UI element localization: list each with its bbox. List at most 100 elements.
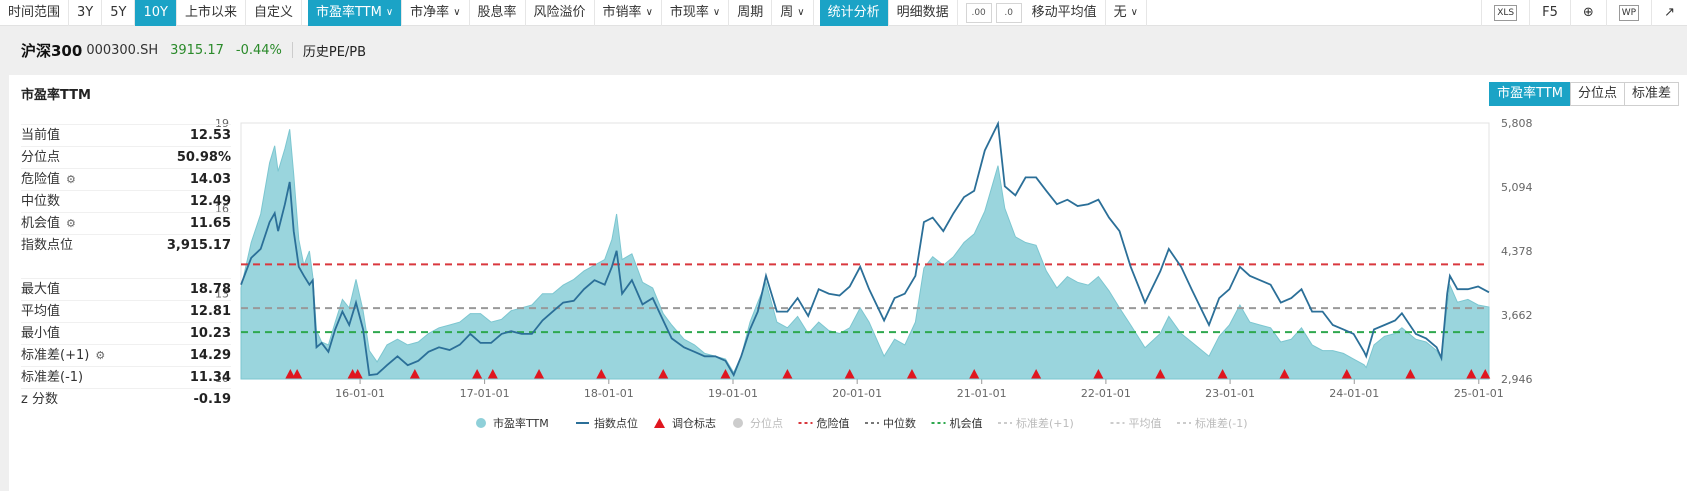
refresh-f5-icon[interactable]: F5 xyxy=(1529,0,1570,26)
stat-label: 机会值 ⚙ xyxy=(21,213,76,234)
wp-export-icon[interactable]: WP xyxy=(1605,0,1651,26)
moving-avg-text: 移动平均值 xyxy=(1031,4,1097,20)
y-left-tick: 19 xyxy=(215,117,229,130)
toolbar-item-4[interactable]: 上市以来 xyxy=(177,0,246,26)
x-tick-label: 24-01-01 xyxy=(1329,387,1379,400)
stat-label-text: 中位数 xyxy=(21,193,61,209)
mode-button-0[interactable]: 市盈率TTM xyxy=(1489,82,1571,106)
toolbar-item-7[interactable]: 市净率 ∨ xyxy=(402,0,470,26)
analysis-panel: 10 13 16 19 2,946 3,662 4,378 5,094 5,808 16-01-0… xyxy=(9,75,1687,491)
legend-label: 平均值 xyxy=(1129,417,1162,430)
chevron-down-icon: ∨ xyxy=(797,6,805,18)
rebalance-marker xyxy=(844,369,855,379)
legend-item-0[interactable]: 市盈率TTM xyxy=(476,416,549,430)
legend-label: 机会值 xyxy=(950,416,983,430)
gear-icon[interactable]: ⚙ xyxy=(95,348,106,362)
toolbar-item-3[interactable]: 10Y xyxy=(135,0,177,26)
legend-item-8[interactable]: 平均值 xyxy=(1110,417,1162,430)
stat-value: 12.81 xyxy=(189,304,231,319)
stat-label-text: z 分数 xyxy=(21,391,58,407)
toolbar-item-label: 统计分析 xyxy=(827,4,880,20)
stat-row: 指数点位 3,915.17 xyxy=(21,234,231,256)
index-code: 000300.SH xyxy=(86,42,159,58)
stat-row: z 分数 -0.19 xyxy=(21,388,231,410)
legend-triangle-icon xyxy=(654,418,665,428)
x-tick-label: 17-01-01 xyxy=(460,387,510,400)
stat-value: 12.49 xyxy=(189,194,231,209)
x-tick-label: 19-01-01 xyxy=(708,387,758,400)
stat-label: 危险值 ⚙ xyxy=(21,169,76,190)
rebalance-marker xyxy=(1341,369,1352,379)
toolbar-item-label: 市现率 xyxy=(669,4,709,20)
rebalance-marker xyxy=(472,369,483,379)
x-tick-label: 16-01-01 xyxy=(335,387,385,400)
mode-button-2[interactable]: 标准差 xyxy=(1623,82,1679,106)
right-tool-label: XLS xyxy=(1494,5,1518,21)
toolbar-item-14[interactable]: 统计分析 xyxy=(819,0,889,26)
stat-row: 中位数 12.49 xyxy=(21,190,231,212)
stat-label: 标准差(+1) ⚙ xyxy=(21,345,105,366)
toolbar-item-13[interactable]: 周 ∨ xyxy=(772,0,814,26)
gear-icon[interactable]: ⚙ xyxy=(66,172,76,186)
toolbar-item-5[interactable]: 自定义 xyxy=(246,0,302,26)
export-xls-icon[interactable]: XLS xyxy=(1481,0,1529,26)
toolbar-item-1[interactable]: 3Y xyxy=(69,0,103,26)
add-icon[interactable]: ⊕ xyxy=(1569,0,1606,26)
stat-label-text: 最小值 xyxy=(21,325,61,341)
stat-label: 分位点 xyxy=(21,147,60,168)
toolbar-item-10[interactable]: 市销率 ∨ xyxy=(595,0,662,26)
toolbar-item-label: 5Y xyxy=(110,4,127,20)
toolbar-item-15[interactable]: 明细数据 xyxy=(889,0,958,26)
legend-item-6[interactable]: 机会值 xyxy=(931,416,983,430)
chevron-down-icon: ∨ xyxy=(453,6,461,18)
toolbar-item-11[interactable]: 市现率 ∨ xyxy=(662,0,730,26)
toolbar-item-9[interactable]: 风险溢价 xyxy=(526,0,595,26)
y-right-tick: 5,808 xyxy=(1501,117,1533,130)
legend-item-2[interactable]: 调仓标志 xyxy=(654,416,716,430)
stat-row: 分位点 50.98% xyxy=(21,146,231,168)
stat-label: 中位数 xyxy=(21,191,60,212)
share-icon[interactable]: ↗ xyxy=(1651,0,1687,26)
gear-icon[interactable]: ⚙ xyxy=(66,216,76,230)
stat-value: 12.53 xyxy=(189,128,231,143)
chart-legend: 市盈率TTM 指数点位 调仓标志 分位点 危险值 中位数 机会值 标准差(+1) 平均值 标准差(… xyxy=(476,416,1248,430)
header-divider xyxy=(291,42,293,58)
stat-label-text: 指数点位 xyxy=(21,237,74,253)
toolbar-item-label: 自定义 xyxy=(253,4,293,20)
stat-label: 最小值 xyxy=(21,323,60,344)
toolbar-gap xyxy=(958,0,964,26)
stat-value: -0.19 xyxy=(193,392,231,407)
legend-item-3[interactable]: 分位点 xyxy=(733,416,783,430)
toolbar-item-8[interactable]: 股息率 xyxy=(470,0,526,26)
rebalance-marker xyxy=(352,369,363,379)
decimal-decrease-icon[interactable]: .00 xyxy=(965,2,992,23)
stat-label-text: 平均值 xyxy=(21,303,61,319)
rebalance-marker xyxy=(969,369,980,379)
legend-label: 危险值 xyxy=(817,416,850,430)
history-pe-pb-link[interactable]: 历史PE/PB xyxy=(302,44,367,60)
legend-item-1[interactable]: 指数点位 xyxy=(576,416,638,430)
legend-item-5[interactable]: 中位数 xyxy=(865,416,916,430)
index-header: 沪深300 000300.SH 3915.17 -0.44% 历史PE/PB xyxy=(0,27,1687,73)
moving-avg-select[interactable]: 无 ∨ xyxy=(1106,0,1147,26)
legend-item-4[interactable]: 危险值 xyxy=(798,416,850,430)
rebalance-marker xyxy=(596,369,607,379)
decimal-increase-icon[interactable]: .0 xyxy=(995,2,1022,23)
toolbar-item-12: 周期 xyxy=(729,0,773,26)
stat-value: 3,915.17 xyxy=(166,238,231,253)
toolbar-item-label: 市净率 xyxy=(410,4,450,20)
toolbar-item-label: 明细数据 xyxy=(896,4,949,20)
rebalance-marker xyxy=(1279,369,1290,379)
chevron-down-icon: ∨ xyxy=(385,6,394,18)
toolbar-item-label: 时间范围 xyxy=(8,4,61,20)
legend-item-7[interactable]: 标准差(+1) xyxy=(998,416,1074,430)
mode-button-1[interactable]: 分位点 xyxy=(1569,82,1625,106)
toolbar-item-6[interactable]: 市盈率TTM ∨ xyxy=(307,0,403,26)
stat-value: 14.29 xyxy=(189,348,231,363)
index-change: -0.44% xyxy=(235,42,282,58)
rebalance-marker xyxy=(1155,369,1166,379)
legend-label: 指数点位 xyxy=(594,416,638,430)
legend-item-9[interactable]: 标准差(-1) xyxy=(1177,416,1248,430)
toolbar-item-2[interactable]: 5Y xyxy=(102,0,136,26)
x-tick-label: 22-01-01 xyxy=(1081,387,1131,400)
